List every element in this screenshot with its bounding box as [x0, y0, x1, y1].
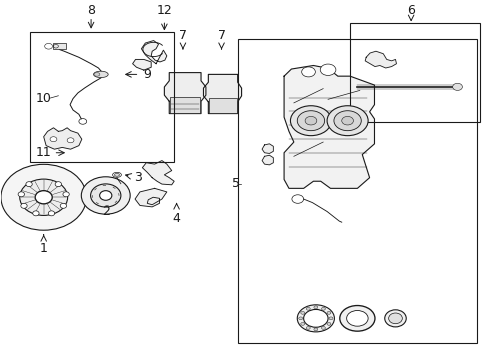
Text: 5: 5: [232, 177, 240, 190]
Circle shape: [321, 327, 325, 329]
Ellipse shape: [21, 203, 27, 208]
Circle shape: [327, 311, 331, 314]
Circle shape: [340, 306, 375, 331]
Circle shape: [304, 310, 328, 327]
Text: 7: 7: [179, 29, 187, 42]
Ellipse shape: [35, 191, 52, 204]
Text: 7: 7: [218, 29, 225, 42]
Ellipse shape: [63, 192, 69, 197]
Circle shape: [67, 138, 74, 143]
Circle shape: [327, 106, 368, 136]
Bar: [209, 98, 237, 113]
Polygon shape: [262, 144, 273, 153]
Polygon shape: [142, 41, 167, 64]
Ellipse shape: [1, 164, 86, 230]
Circle shape: [50, 137, 57, 142]
Text: 6: 6: [407, 4, 415, 17]
Ellipse shape: [91, 184, 121, 207]
Circle shape: [453, 83, 463, 90]
Polygon shape: [44, 128, 82, 149]
Text: 11: 11: [36, 146, 51, 159]
Circle shape: [306, 327, 310, 329]
Bar: [350, 23, 480, 122]
Polygon shape: [135, 188, 167, 207]
Polygon shape: [203, 75, 242, 113]
Ellipse shape: [94, 73, 100, 76]
Ellipse shape: [99, 191, 112, 200]
Ellipse shape: [94, 71, 108, 78]
Polygon shape: [284, 66, 374, 188]
Ellipse shape: [33, 211, 39, 216]
Bar: [53, 43, 66, 49]
Circle shape: [297, 111, 325, 131]
Polygon shape: [143, 161, 174, 185]
Bar: [30, 32, 174, 162]
Ellipse shape: [115, 174, 120, 176]
Circle shape: [321, 307, 325, 310]
Ellipse shape: [81, 177, 130, 214]
Circle shape: [314, 328, 318, 331]
Polygon shape: [262, 155, 273, 165]
Ellipse shape: [55, 182, 61, 186]
Circle shape: [320, 64, 336, 76]
Circle shape: [327, 323, 331, 325]
Circle shape: [301, 323, 305, 325]
Bar: [238, 39, 477, 343]
Text: 1: 1: [40, 242, 48, 255]
Circle shape: [346, 311, 368, 326]
Ellipse shape: [389, 313, 402, 324]
Text: 10: 10: [36, 92, 52, 105]
Text: 3: 3: [134, 171, 142, 184]
Circle shape: [305, 116, 317, 125]
Polygon shape: [164, 73, 206, 113]
Ellipse shape: [385, 310, 406, 327]
Circle shape: [302, 67, 316, 77]
Circle shape: [314, 306, 318, 309]
Polygon shape: [365, 51, 396, 68]
Ellipse shape: [49, 211, 55, 216]
Ellipse shape: [20, 179, 68, 215]
Circle shape: [334, 111, 361, 131]
Polygon shape: [133, 59, 151, 70]
Text: 8: 8: [87, 4, 95, 17]
Circle shape: [306, 307, 310, 310]
Ellipse shape: [60, 203, 67, 208]
Text: 12: 12: [156, 4, 172, 17]
Bar: [170, 97, 200, 113]
Ellipse shape: [18, 192, 24, 197]
Circle shape: [342, 116, 353, 125]
Text: 2: 2: [102, 206, 110, 219]
Circle shape: [291, 106, 331, 136]
Ellipse shape: [26, 182, 32, 186]
Ellipse shape: [113, 172, 122, 177]
Circle shape: [301, 311, 305, 314]
Text: 4: 4: [172, 212, 180, 225]
Circle shape: [299, 317, 303, 320]
Text: 9: 9: [144, 68, 151, 81]
Circle shape: [297, 305, 334, 332]
Circle shape: [329, 317, 333, 320]
